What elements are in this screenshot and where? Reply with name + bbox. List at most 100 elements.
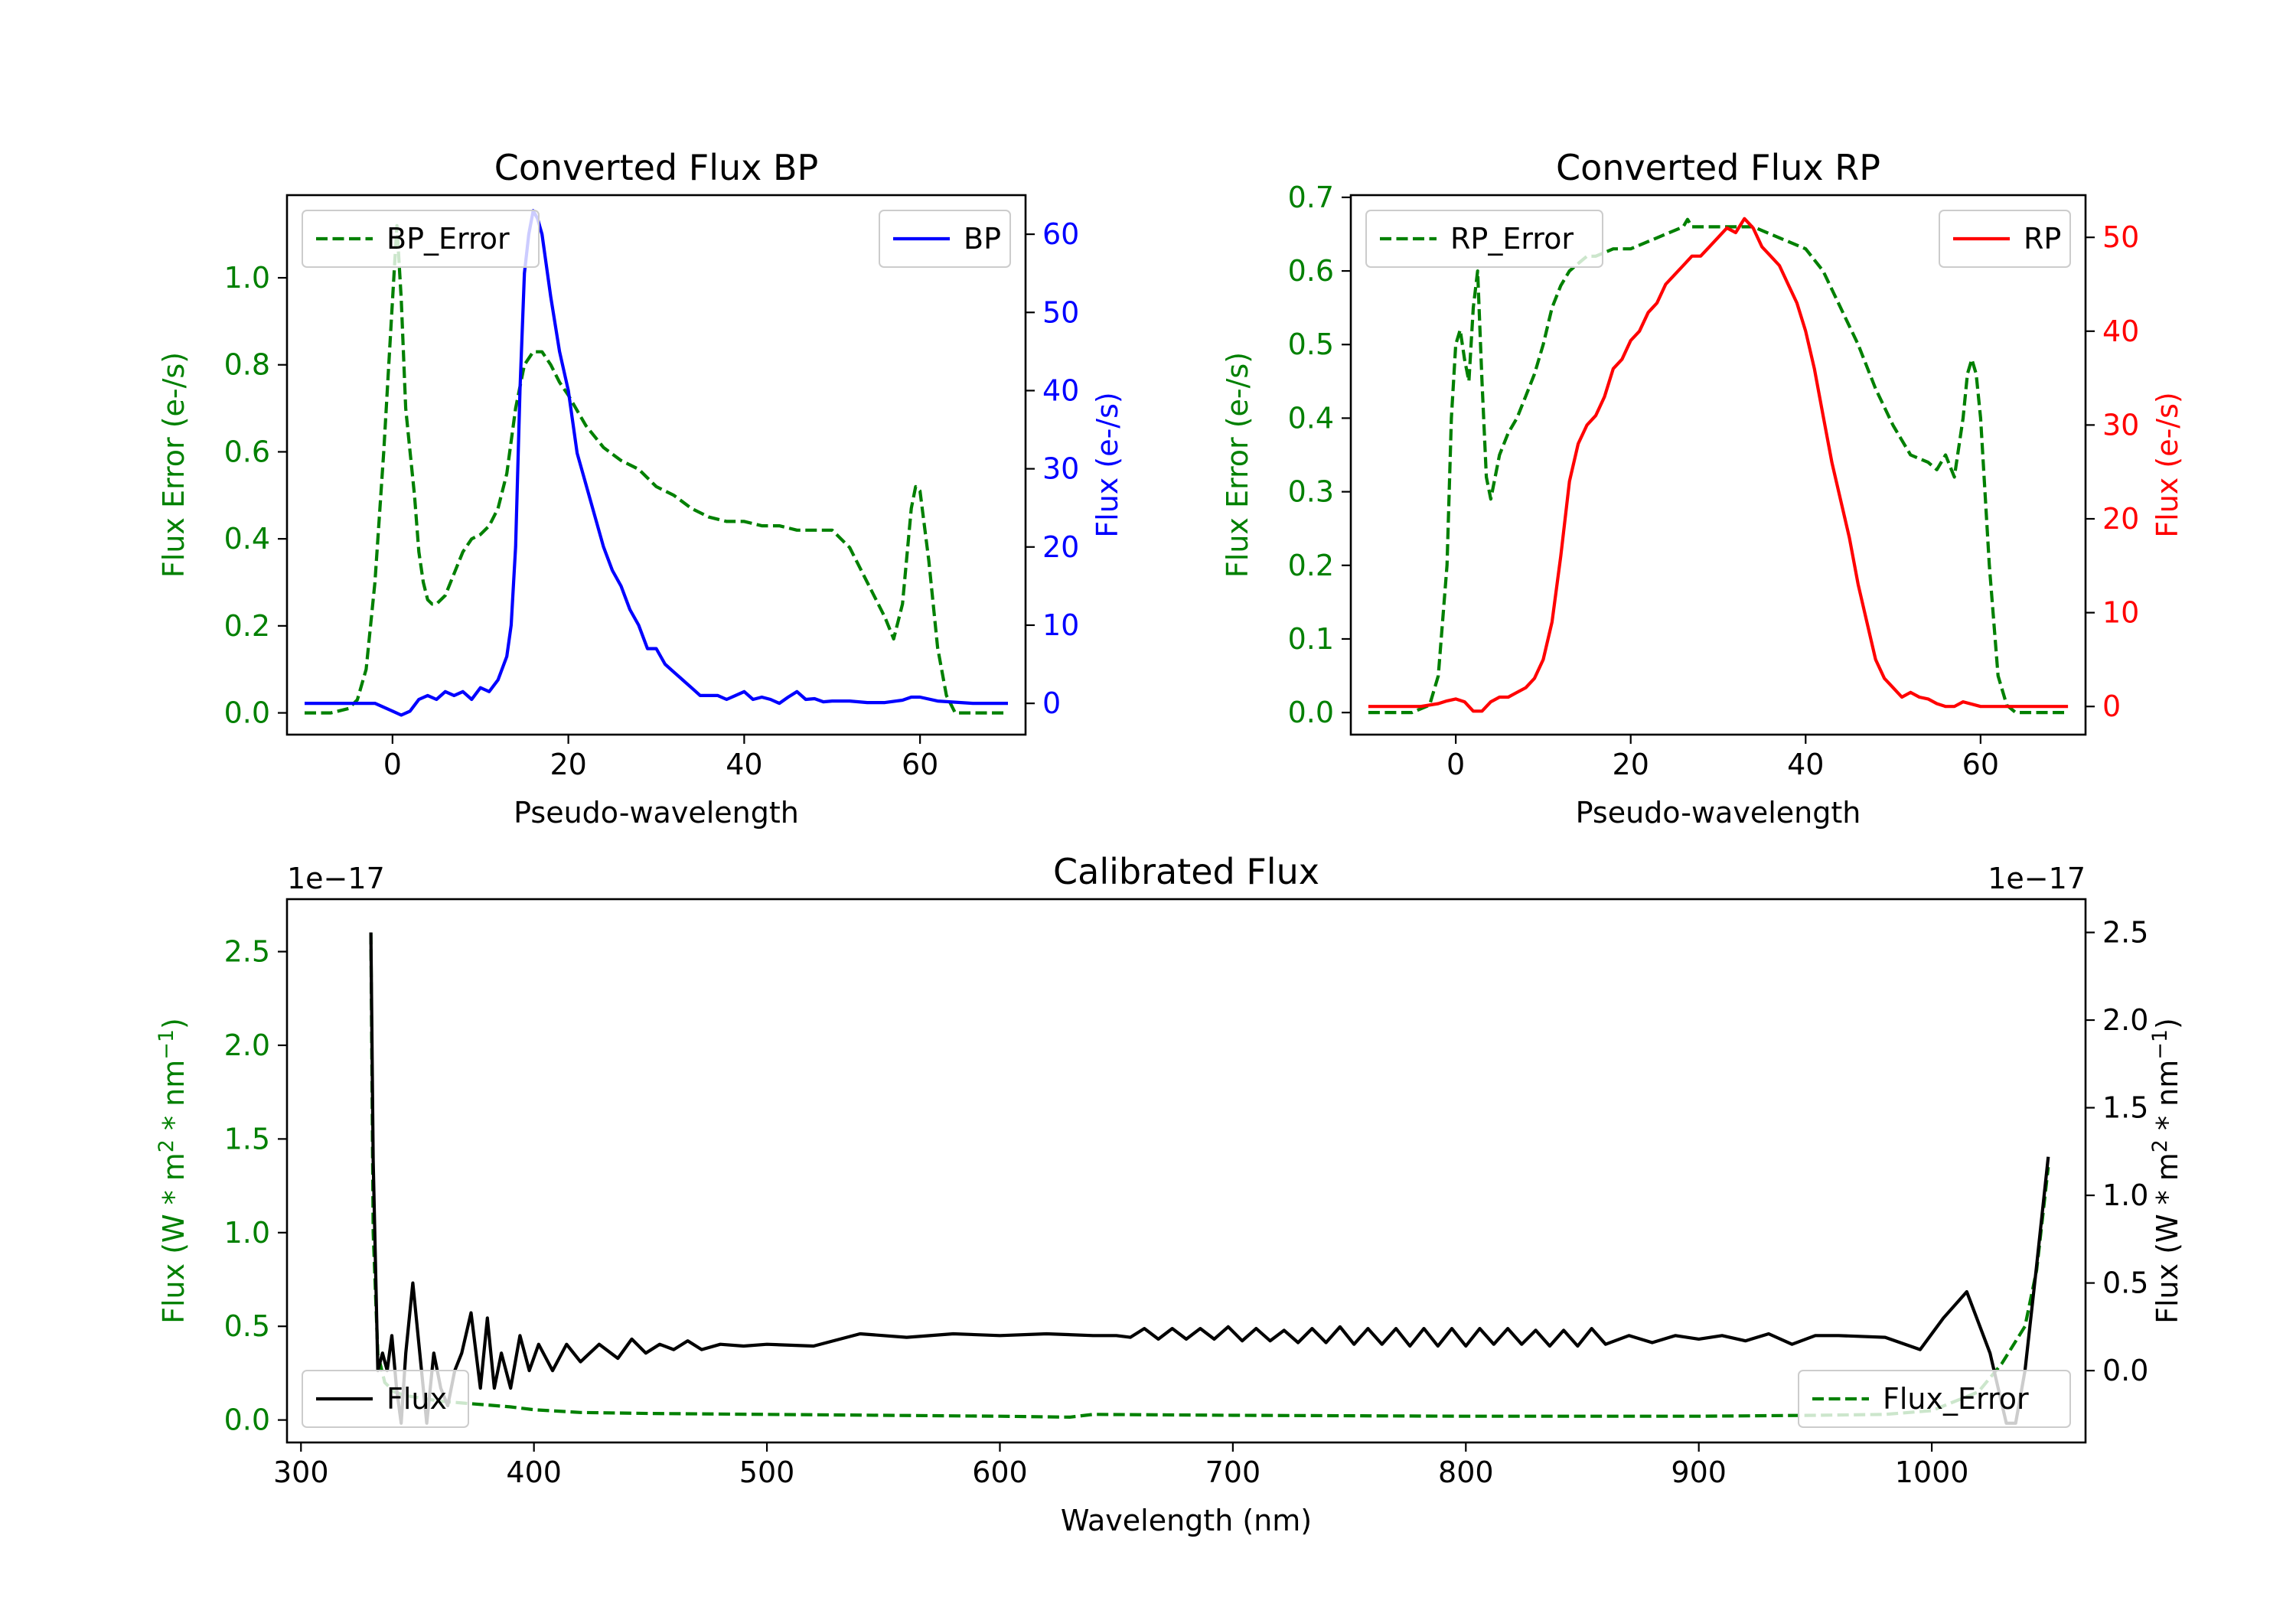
legend-label: RP bbox=[2024, 222, 2061, 256]
calibrated-right-y-tick-label: 1.0 bbox=[2102, 1178, 2148, 1212]
calibrated-x-tick-label: 900 bbox=[1671, 1455, 1727, 1489]
rp-plot-frame bbox=[1349, 194, 2087, 736]
rp-left-y-tick-label: 0.5 bbox=[1288, 328, 1334, 361]
calibrated-x-tick-label: 600 bbox=[972, 1455, 1028, 1489]
calibrated-right-y-tick-label: 2.5 bbox=[2102, 916, 2148, 950]
calibrated-left-y-tick-label: 1.0 bbox=[224, 1216, 270, 1250]
legend-label: Flux bbox=[386, 1382, 447, 1416]
bp-right-y-tick-label: 30 bbox=[1042, 452, 1079, 486]
calibrated-plot-frame bbox=[285, 898, 2087, 1444]
calibrated-x-tick-label: 1000 bbox=[1895, 1455, 1969, 1489]
rp-right-y-tick-label: 50 bbox=[2102, 220, 2139, 254]
legend-box bbox=[302, 1370, 469, 1428]
calibrated-title: Calibrated Flux bbox=[1053, 851, 1319, 892]
bp-x-axis-label: Pseudo-wavelength bbox=[514, 796, 799, 830]
rp-left-y-axis-label: Flux Error (e-/s) bbox=[1221, 352, 1254, 578]
bp-right-y-tick-label: 0 bbox=[1042, 686, 1061, 720]
calibrated-left-y-label-part: * nm bbox=[157, 1060, 191, 1139]
calibrated-right-y-label-part: 2 bbox=[2148, 1139, 2172, 1152]
bp-left-y-tick-label: 0.2 bbox=[224, 609, 270, 643]
calibrated-x-tick-label: 800 bbox=[1438, 1455, 1494, 1489]
calibrated-right-y-tick-label: 0.5 bbox=[2102, 1266, 2148, 1300]
bp-left-y-axis-label: Flux Error (e-/s) bbox=[157, 352, 191, 578]
legend-box bbox=[302, 210, 540, 268]
rp-right-y-tick-label: 20 bbox=[2102, 502, 2139, 536]
calibrated-left-y-label-part: 2 bbox=[155, 1139, 178, 1152]
legend-label: BP_Error bbox=[386, 222, 510, 256]
rp-left-y-tick-label: 0.3 bbox=[1288, 475, 1334, 509]
bp-series-bp bbox=[305, 209, 1008, 717]
calibrated-left-y-axis-label: Flux (W * m2 * nm−1) bbox=[155, 1018, 191, 1324]
rp-x-tick-label: 60 bbox=[1962, 748, 1999, 781]
bp-left-y-tick-label: 0.4 bbox=[224, 522, 270, 556]
bp-right-y-tick-label: 60 bbox=[1042, 217, 1079, 251]
bp-right-y-tick-label: 10 bbox=[1042, 608, 1079, 642]
legend-label: BP bbox=[964, 222, 1001, 256]
rp-x-tick-label: 40 bbox=[1787, 748, 1824, 781]
bp-x-tick-label: 0 bbox=[383, 748, 402, 781]
legend-label: Flux_Error bbox=[1883, 1382, 2029, 1416]
bp-left-y-tick-label: 0.0 bbox=[224, 696, 270, 730]
bp-chart: 0 20 40 60 0.0 0.2 0.4 0.6 0.8 1.0 0 10 20 30 40 50 60 Co… bbox=[157, 147, 1124, 830]
bp-legend-bp: BP bbox=[879, 210, 1011, 268]
rp-left-y-tick-label: 0.6 bbox=[1288, 254, 1334, 288]
rp-x-tick-label: 0 bbox=[1446, 748, 1465, 781]
rp-right-y-tick-label: 0 bbox=[2102, 689, 2121, 723]
bp-title: Converted Flux BP bbox=[494, 147, 819, 188]
bp-series-bp-error bbox=[305, 223, 1008, 715]
calibrated-legend-flux-error: Flux_Error bbox=[1798, 1370, 2071, 1428]
bp-left-y-tick-label: 1.0 bbox=[224, 261, 270, 295]
calibrated-left-y-tick-label: 2.5 bbox=[224, 935, 270, 969]
calibrated-right-y-tick-label: 0.0 bbox=[2102, 1354, 2148, 1387]
bp-plot-frame bbox=[285, 194, 1027, 736]
rp-right-y-tick-label: 10 bbox=[2102, 596, 2139, 630]
rp-legend-rp: RP bbox=[1939, 210, 2071, 268]
rp-left-y-tick-label: 0.0 bbox=[1288, 696, 1334, 729]
calibrated-left-y-tick-label: 1.5 bbox=[224, 1122, 270, 1156]
bp-legend-bp-error: BP_Error bbox=[302, 210, 540, 268]
calibrated-x-tick-label: 500 bbox=[739, 1455, 795, 1489]
rp-right-y-axis-label: Flux (e-/s) bbox=[2151, 392, 2184, 537]
rp-left-y-tick-label: 0.1 bbox=[1288, 622, 1334, 656]
calibrated-left-y-tick-label: 0.5 bbox=[224, 1309, 270, 1343]
calibrated-chart: 300 400 500 600 700 800 900 1000 0.0 0.5 1.0 1.5 2.0… bbox=[155, 851, 2184, 1537]
rp-left-y-tick-label: 0.7 bbox=[1288, 181, 1334, 214]
calibrated-right-y-label-part: Flux (W * m bbox=[2151, 1152, 2184, 1324]
legend-label: RP_Error bbox=[1450, 222, 1574, 256]
calibrated-left-y-tick-label: 0.0 bbox=[224, 1403, 270, 1437]
calibrated-left-offset-text: 1e−17 bbox=[287, 862, 385, 895]
calibrated-x-tick-label: 300 bbox=[273, 1455, 329, 1489]
legend-box bbox=[1798, 1370, 2071, 1428]
calibrated-right-y-tick-label: 1.5 bbox=[2102, 1091, 2148, 1125]
rp-title: Converted Flux RP bbox=[1556, 147, 1880, 188]
rp-x-axis-label: Pseudo-wavelength bbox=[1576, 796, 1861, 830]
bp-right-y-axis-label: Flux (e-/s) bbox=[1091, 392, 1124, 537]
bp-x-tick-label: 20 bbox=[550, 748, 586, 781]
legend-box bbox=[1365, 210, 1603, 268]
rp-chart: 0 20 40 60 0.0 0.1 0.2 0.3 0.4 0.5 0.6 0.7 0 10 20 30 40… bbox=[1221, 147, 2184, 830]
calibrated-right-y-label-part: −1 bbox=[2148, 1029, 2172, 1060]
calibrated-left-y-label-part: ) bbox=[157, 1018, 191, 1029]
calibrated-left-y-label-part: Flux (W * m bbox=[157, 1152, 191, 1324]
calibrated-x-tick-label: 700 bbox=[1205, 1455, 1261, 1489]
calibrated-legend-flux: Flux bbox=[302, 1370, 469, 1428]
calibrated-right-y-label-part: * nm bbox=[2151, 1060, 2184, 1139]
rp-right-y-tick-label: 40 bbox=[2102, 315, 2139, 348]
rp-series-rp-error bbox=[1368, 217, 2069, 715]
bp-right-y-tick-label: 20 bbox=[1042, 530, 1079, 564]
calibrated-left-y-tick-label: 2.0 bbox=[224, 1028, 270, 1062]
calibrated-right-offset-text: 1e−17 bbox=[1988, 862, 2086, 895]
bp-x-tick-label: 40 bbox=[726, 748, 762, 781]
calibrated-right-y-label-part: ) bbox=[2151, 1018, 2184, 1029]
bp-right-y-tick-label: 40 bbox=[1042, 373, 1079, 407]
calibrated-x-axis-label: Wavelength (nm) bbox=[1061, 1504, 1312, 1537]
calibrated-right-y-tick-label: 2.0 bbox=[2102, 1003, 2148, 1037]
rp-x-tick-label: 20 bbox=[1613, 748, 1649, 781]
calibrated-x-tick-label: 400 bbox=[506, 1455, 562, 1489]
bp-x-tick-label: 60 bbox=[902, 748, 938, 781]
calibrated-left-y-label-part: −1 bbox=[155, 1029, 178, 1060]
bp-right-y-tick-label: 50 bbox=[1042, 295, 1079, 329]
rp-series-rp bbox=[1368, 217, 2069, 713]
bp-left-y-tick-label: 0.6 bbox=[224, 435, 270, 468]
